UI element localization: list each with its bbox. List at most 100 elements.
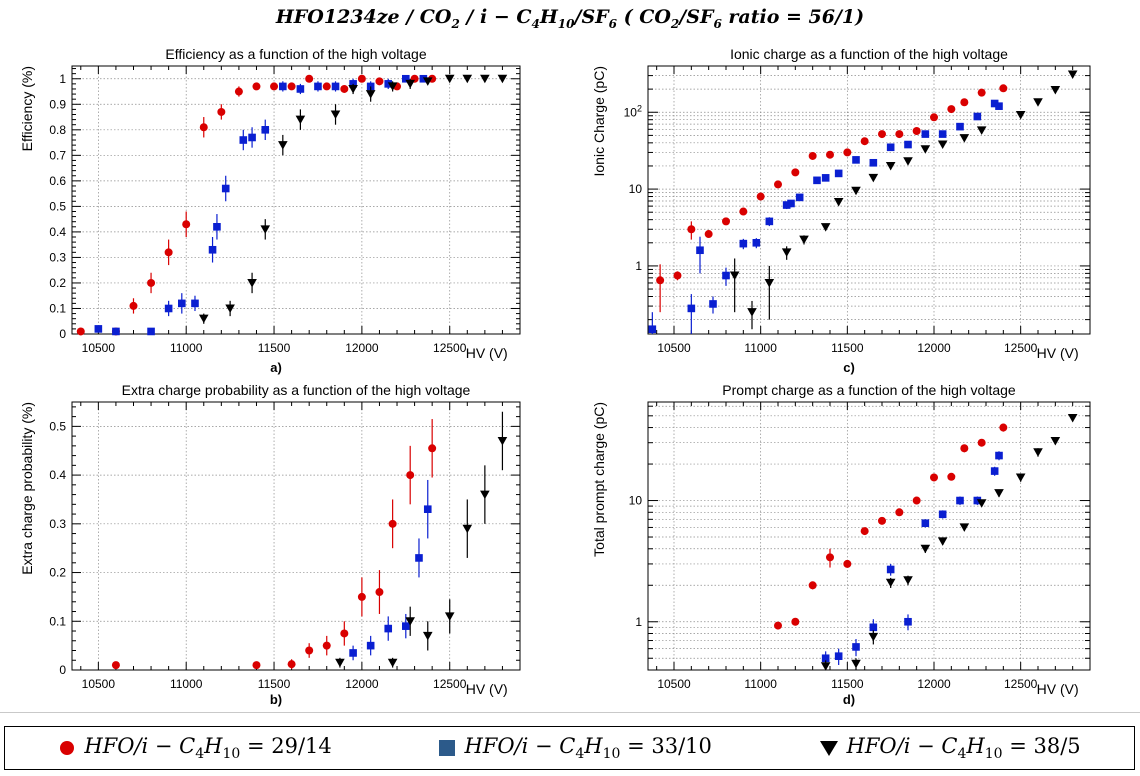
data-point [331,81,340,92]
data-point [999,423,1008,432]
y-tick-label: 0.2 [49,566,66,580]
data-point [248,127,256,148]
data-point [722,267,730,286]
data-point [921,130,930,138]
data-point [976,499,987,508]
data-point [886,143,895,152]
data-point [357,577,366,617]
data-point [976,126,987,135]
data-point [687,221,696,240]
data-point [852,156,860,164]
series-triangle [335,411,508,668]
data-point [885,161,896,171]
legend-item-33-10: HFO/i − C4H10 = 33/10 [438,734,712,762]
data-point [960,98,969,107]
data-point [340,84,349,93]
data-point [977,88,986,97]
data-point [335,657,345,668]
data-point [895,508,904,517]
data-point [938,510,947,519]
x-tick-label: 12000 [345,677,379,691]
data-point [322,82,331,91]
data-point [191,295,199,312]
data-point [774,621,782,630]
data-point [947,105,956,114]
data-point [444,74,455,84]
data-point [164,300,173,317]
data-point [895,130,904,139]
data-point [904,140,912,149]
data-point [365,86,376,102]
data-point [921,519,930,528]
data-point [920,145,931,154]
data-point [959,523,970,532]
black-triangle-marker-icon [819,741,838,756]
grid [72,402,520,671]
y-tick-label: 0.9 [49,97,66,111]
data-point [147,327,155,336]
data-point [843,559,852,568]
data-point [402,613,410,639]
data-point [305,74,314,83]
separator-line [0,712,1140,713]
data-point [147,272,156,294]
y-tick-label: 0 [59,327,66,341]
data-point [182,211,191,238]
data-point [279,81,287,92]
data-point [930,473,938,482]
y-tick-label: 0 [59,663,66,677]
data-point [990,99,999,108]
series-square [94,74,428,336]
axis-ticks [648,65,1091,334]
x-tick-label: 12000 [917,677,951,691]
x-tick-label: 11500 [831,677,864,691]
data-point [869,158,878,167]
data-point [480,465,490,524]
series-triangle [198,74,508,324]
data-point [94,325,103,333]
data-point [234,86,243,97]
data-point [225,300,235,317]
grid [648,65,1090,334]
data-point [687,294,696,334]
data-point [247,272,257,294]
data-point [860,137,869,146]
data-point [419,74,428,83]
y-tick-label: 0.3 [49,517,66,531]
panel-label: d) [843,692,855,707]
series-circle [76,74,437,336]
data-point [834,648,843,665]
data-point [252,82,261,91]
x-tick-label: 11000 [170,677,203,691]
x-tick-label: 11500 [258,677,291,691]
data-point [462,74,473,84]
data-point [349,645,357,661]
data-point [213,214,221,240]
data-point [903,157,913,166]
series-circle [656,84,1008,313]
ionic-charge-chart: Ionic charge as a function of the high v… [570,44,1140,378]
y-tick-label: 1 [59,72,66,86]
data-point [795,193,804,202]
data-point [843,148,852,157]
data-point [330,104,341,125]
data-point [375,570,384,614]
data-point [947,472,956,481]
data-point [111,661,120,670]
data-point [820,223,831,232]
y-tick-label: 0.6 [49,174,66,188]
extra-charge-chart: Extra charge probability as a function o… [0,380,570,710]
data-point [729,258,740,313]
data-point [295,109,306,130]
data-point [999,84,1008,93]
x-axis-label: HV (V) [1037,681,1079,697]
data-point [956,496,964,505]
data-point [305,643,314,658]
data-point [314,81,322,92]
data-point [422,621,433,651]
plot-frame [71,65,521,335]
x-tick-label: 10500 [82,677,116,691]
y-axis-label: Ionic Charge (pC) [591,66,607,177]
series-square [648,99,1003,334]
data-point [851,186,861,196]
